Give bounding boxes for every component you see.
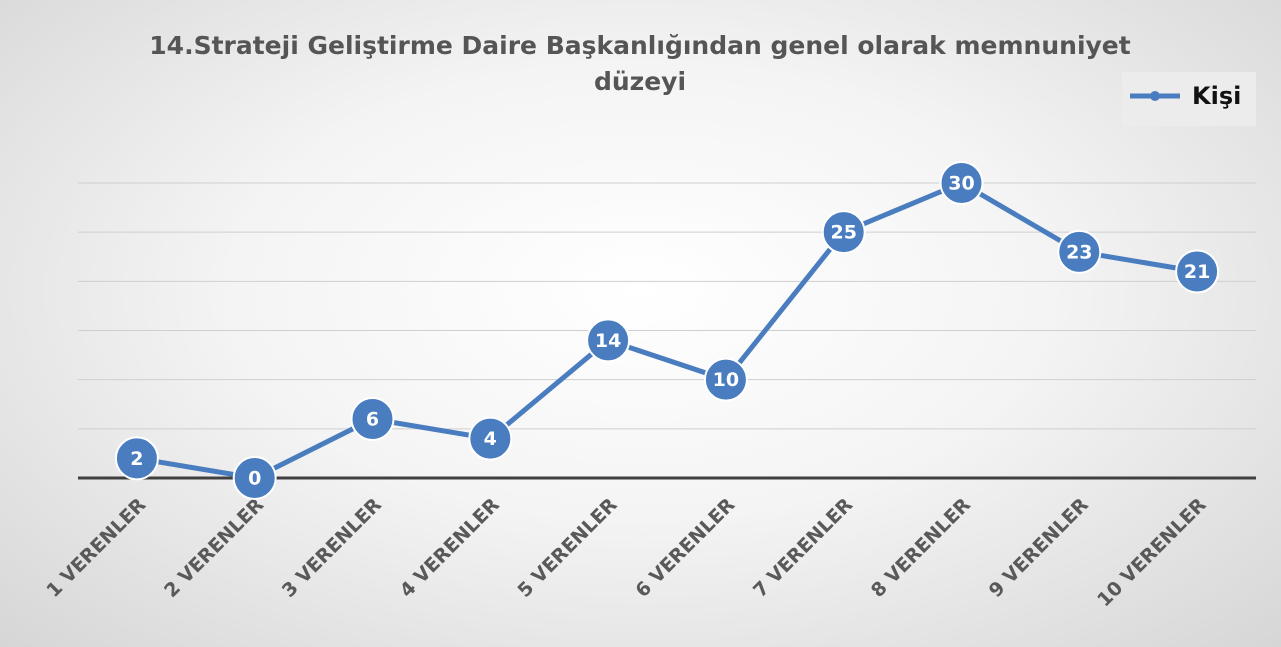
chart-title: 14.Strateji Geliştirme Daire Başkanlığın… (149, 31, 1131, 96)
data-point (703, 357, 748, 402)
data-label: 25 (830, 222, 856, 244)
legend-label: Kişi (1192, 82, 1241, 110)
data-label: 21 (1184, 261, 1210, 283)
data-label: 6 (366, 409, 379, 431)
data-point (939, 161, 984, 205)
data-label: 14 (595, 330, 621, 352)
data-label: 4 (484, 428, 497, 450)
data-label: 2 (130, 448, 143, 470)
data-point (114, 436, 159, 481)
data-point (1175, 249, 1220, 294)
x-tick-label: 8 VERENLER (867, 494, 975, 602)
data-point (821, 210, 866, 255)
x-tick-label: 1 VERENLER (42, 494, 150, 602)
x-tick-label: 6 VERENLER (631, 494, 739, 602)
data-label: 30 (948, 173, 974, 195)
x-tick-label: 2 VERENLER (160, 494, 268, 602)
x-tick-label: 3 VERENLER (278, 494, 386, 602)
x-tick-label: 7 VERENLER (749, 494, 857, 602)
x-tick-label: 9 VERENLER (985, 494, 1093, 602)
data-label: 10 (713, 369, 739, 391)
series-line (136, 180, 1198, 481)
data-point (350, 397, 395, 441)
x-tick-label: 4 VERENLER (396, 494, 504, 602)
data-label: 0 (248, 468, 261, 490)
legend-box (1122, 72, 1256, 126)
data-point (232, 456, 277, 500)
data-point (1057, 229, 1102, 274)
x-tick-label: 10 VERENLER (1093, 494, 1211, 612)
legend-marker (1150, 91, 1160, 101)
data-point (586, 318, 631, 363)
data-point (468, 416, 513, 461)
x-tick-label: 5 VERENLER (514, 494, 622, 602)
data-label: 23 (1066, 241, 1092, 263)
